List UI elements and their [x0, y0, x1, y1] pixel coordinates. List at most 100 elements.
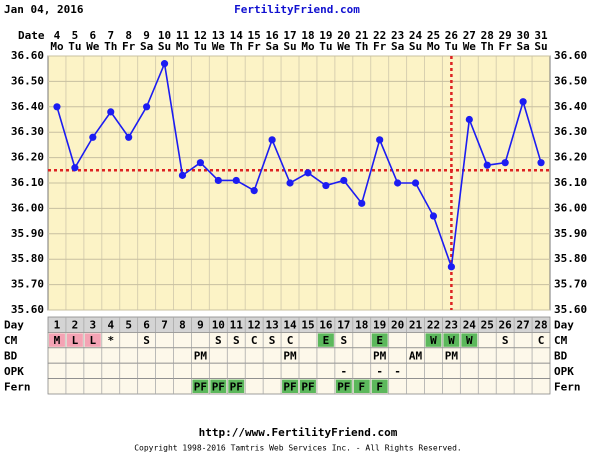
cell-highlight	[317, 333, 334, 347]
day-number: 17	[337, 319, 350, 332]
weekday-label: Sa	[265, 40, 278, 53]
weekday-label: Fr	[373, 40, 387, 53]
date-label: 8	[125, 29, 132, 42]
y-tick-label: 36.50	[11, 74, 44, 87]
weekday-label: We	[337, 40, 351, 53]
date-label: 24	[409, 29, 423, 42]
cell-text: PF	[301, 380, 314, 393]
cell-text: S	[341, 334, 348, 347]
y-tick-label-right: 35.60	[554, 303, 587, 316]
y-tick-label-right: 35.90	[554, 227, 587, 240]
row-label-right: Day	[554, 319, 574, 332]
cell-highlight	[353, 379, 370, 393]
cell-text: S	[215, 334, 222, 347]
row-label: Day	[4, 319, 24, 332]
weekday-label: Sa	[516, 40, 529, 53]
weekday-label: Tu	[319, 40, 332, 53]
date-label: 18	[301, 29, 314, 42]
day-number: 2	[72, 319, 79, 332]
day-number: 28	[534, 319, 547, 332]
cell-text: PM	[283, 350, 297, 363]
weekday-label: Th	[230, 40, 243, 53]
date-label: 5	[72, 29, 79, 42]
footer-url: http://www.FertilityFriend.com	[199, 426, 398, 439]
date-label: 9	[143, 29, 150, 42]
row-label: OPK	[4, 365, 24, 378]
weekday-label: Tu	[194, 40, 207, 53]
date-label: 20	[337, 29, 350, 42]
cell-highlight	[335, 379, 352, 393]
weekday-label: Su	[534, 40, 547, 53]
y-tick-label-right: 36.30	[554, 125, 587, 138]
cell-highlight	[425, 333, 442, 347]
weekday-label: Tu	[445, 40, 458, 53]
row-label-right: BD	[554, 350, 568, 363]
temperature-point	[501, 159, 509, 167]
day-number: 26	[499, 319, 513, 332]
cell-text: PM	[373, 350, 387, 363]
day-number: 21	[409, 319, 423, 332]
cell-text: W	[466, 334, 473, 347]
temperature-point	[143, 103, 151, 111]
cell-text: L	[72, 334, 79, 347]
day-number: 14	[283, 319, 297, 332]
temperature-point	[286, 179, 294, 187]
day-number: 13	[265, 319, 278, 332]
cell-text: PF	[337, 380, 350, 393]
date-label: 27	[463, 29, 476, 42]
day-number: 18	[355, 319, 368, 332]
day-number: 23	[445, 319, 458, 332]
date-label: 23	[391, 29, 404, 42]
day-number: 6	[143, 319, 150, 332]
weekday-label: We	[86, 40, 100, 53]
y-tick-label-right: 35.80	[554, 252, 587, 265]
cell-text: M	[54, 334, 61, 347]
cell-text: C	[251, 334, 258, 347]
date-label: 28	[481, 29, 494, 42]
date-label: 11	[176, 29, 190, 42]
weekday-label: Fr	[248, 40, 262, 53]
weekday-label: Th	[104, 40, 117, 53]
cell-highlight	[300, 379, 316, 393]
temperature-point	[340, 176, 348, 185]
weekday-label: Tu	[68, 40, 81, 53]
day-number: 11	[230, 319, 244, 332]
cell-text: W	[448, 334, 455, 347]
y-tick-label: 36.60	[11, 49, 44, 62]
temperature-point	[465, 115, 473, 124]
weekday-label: Th	[355, 40, 368, 53]
temperature-point	[429, 212, 438, 220]
cell-text: W	[430, 334, 437, 347]
cell-text: E	[323, 334, 330, 347]
date-label: 14	[230, 29, 244, 42]
cell-text: S	[143, 334, 150, 347]
temperature-point	[178, 171, 187, 179]
cell-highlight	[192, 379, 209, 393]
temperature-point	[250, 187, 258, 195]
weekday-label: Fr	[499, 40, 513, 53]
cell-text: F	[358, 380, 365, 393]
cell-text: F	[376, 380, 383, 393]
temperature-point	[232, 176, 240, 185]
cell-text: PF	[283, 380, 296, 393]
cell-text: C	[287, 334, 294, 347]
temperature-point	[160, 60, 169, 68]
cell-text: -	[341, 365, 348, 378]
y-tick-label: 35.80	[11, 252, 44, 265]
date-label: 12	[194, 29, 207, 42]
weekday-label: Su	[409, 40, 422, 53]
temperature-point	[71, 164, 79, 172]
day-number: 24	[463, 319, 477, 332]
date-label: 19	[319, 29, 332, 42]
cell-text: PM	[445, 350, 459, 363]
date-label: 21	[355, 29, 369, 42]
row-label-right: Fern	[554, 380, 581, 393]
temperature-point	[394, 179, 402, 187]
cell-text: S	[269, 334, 276, 347]
cell-text: PM	[194, 350, 208, 363]
cell-text: L	[90, 334, 97, 347]
y-tick-label-right: 36.10	[554, 176, 587, 189]
day-number: 7	[161, 319, 168, 332]
cell-text: C	[538, 334, 545, 347]
